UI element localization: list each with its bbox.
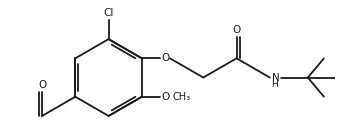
Text: O: O (38, 80, 46, 90)
Text: O: O (161, 53, 170, 63)
Text: N: N (271, 73, 279, 83)
Text: CH₃: CH₃ (173, 92, 191, 102)
Text: H: H (271, 80, 278, 89)
Text: O: O (161, 92, 170, 102)
Text: O: O (232, 25, 241, 35)
Text: Cl: Cl (103, 8, 114, 18)
